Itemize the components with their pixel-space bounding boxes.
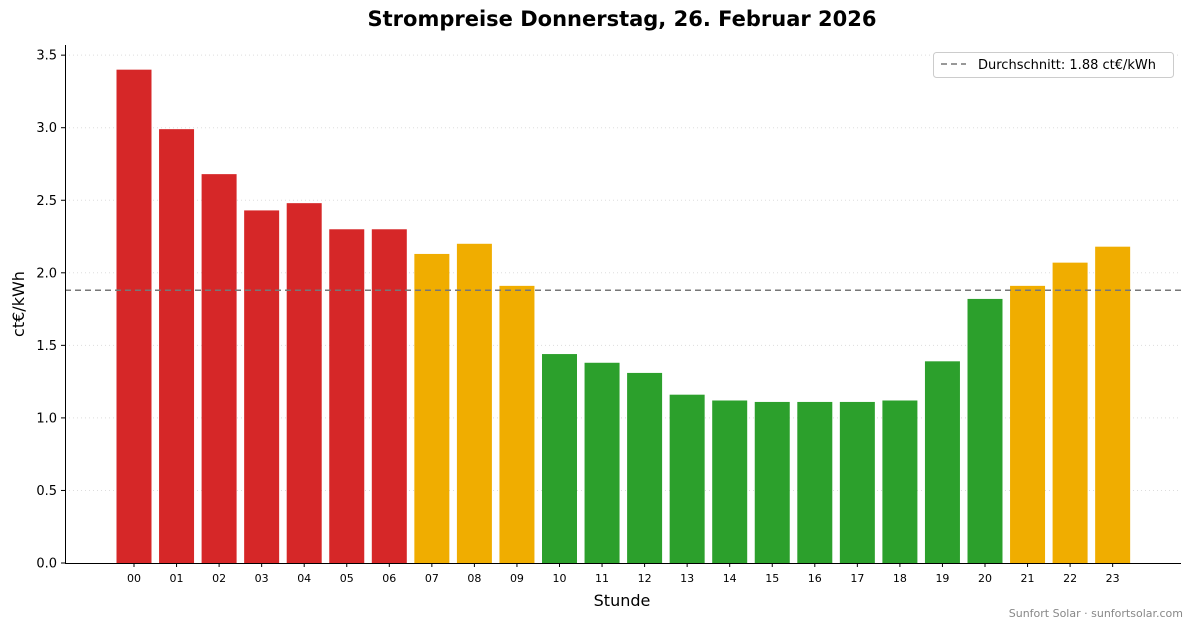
x-tick-label: 15 [765,572,779,585]
x-tick-label: 17 [850,572,864,585]
x-tick-label: 18 [893,572,907,585]
y-tick-label: 0.5 [36,484,57,499]
bar-hour-04 [286,203,322,563]
x-tick-label: 06 [382,572,396,585]
y-tick-label: 1.0 [36,411,57,426]
x-tick-label: 13 [680,572,694,585]
y-tick-label: 1.5 [36,339,57,354]
bar-hour-08 [456,243,492,564]
y-tick-label: 3.0 [36,121,57,136]
x-tick-label: 23 [1106,572,1120,585]
bar-hour-09 [499,285,535,563]
x-tick-label: 02 [212,572,226,585]
x-tick-label: 10 [553,572,567,585]
x-tick-label: 19 [935,572,949,585]
bar-hour-03 [244,210,280,564]
footer-credit: Sunfort Solar · sunfortsolar.com [1009,607,1183,620]
bar-hour-13 [669,394,705,563]
bar-hour-22 [1052,262,1088,563]
legend-box [933,52,1174,78]
x-tick-label: 00 [127,572,141,585]
x-ticks: 00 01 02 03 04 05 06 07 08 09 10 11 12 13 14 15 16 17 18 19… [127,563,1120,585]
bar-hour-15 [754,401,790,563]
bar-hour-02 [201,174,237,563]
x-tick-label: 04 [297,572,311,585]
bar-hour-23 [1095,246,1131,563]
bar-hour-14 [712,400,748,563]
y-tick-label: 0.0 [36,557,57,572]
legend-average-label: Durchschnitt: 1.88 ct€/kWh [978,58,1156,73]
x-tick-label: 08 [467,572,481,585]
bar-hour-12 [627,372,663,563]
x-tick-label: 11 [595,572,609,585]
bar-hour-18 [882,400,918,563]
bar-hour-00 [116,69,152,564]
bar-hour-01 [159,129,195,563]
bar-hour-20 [967,298,1003,563]
x-tick-label: 20 [978,572,992,585]
y-ticks: 0.0 0.5 1.0 1.5 2.0 2.5 3.0 3.5 [36,49,65,572]
x-tick-label: 03 [255,572,269,585]
y-tick-label: 2.0 [36,266,57,281]
x-tick-label: 05 [340,572,354,585]
x-axis-label: Stunde [594,591,651,610]
x-tick-label: 16 [808,572,822,585]
x-tick-label: 21 [1021,572,1035,585]
bar-hour-17 [839,401,875,563]
x-tick-label: 12 [638,572,652,585]
x-tick-label: 09 [510,572,524,585]
bar-hour-16 [797,401,833,563]
legend: Durchschnitt: 1.88 ct€/kWh [933,52,1174,78]
y-tick-label: 3.5 [36,49,57,64]
bar-hour-05 [329,229,365,563]
bar-hour-11 [584,362,620,563]
bar-hour-19 [924,361,960,563]
bar-hour-07 [414,253,450,564]
y-axis-label: ct€/kWh [9,271,28,337]
x-tick-label: 14 [723,572,737,585]
bar-hour-10 [542,354,577,563]
x-tick-label: 07 [425,572,439,585]
bars [116,69,1131,564]
y-tick-label: 2.5 [36,194,57,209]
chart-title: Strompreise Donnerstag, 26. Februar 2026 [368,7,877,31]
bar-hour-06 [371,229,407,563]
x-tick-label: 22 [1063,572,1077,585]
bar-hour-21 [1010,285,1046,563]
x-tick-label: 01 [170,572,184,585]
